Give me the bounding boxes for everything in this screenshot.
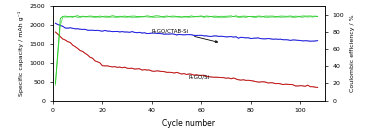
Y-axis label: Specific capacity / mAh g⁻¹: Specific capacity / mAh g⁻¹ (18, 11, 24, 96)
X-axis label: Cycle number: Cycle number (163, 119, 215, 128)
Text: R-GO/Si: R-GO/Si (189, 75, 210, 80)
Text: R-GO/CTAB-Si: R-GO/CTAB-Si (152, 28, 218, 43)
Y-axis label: Coulombic efficiency / %: Coulombic efficiency / % (350, 15, 355, 92)
